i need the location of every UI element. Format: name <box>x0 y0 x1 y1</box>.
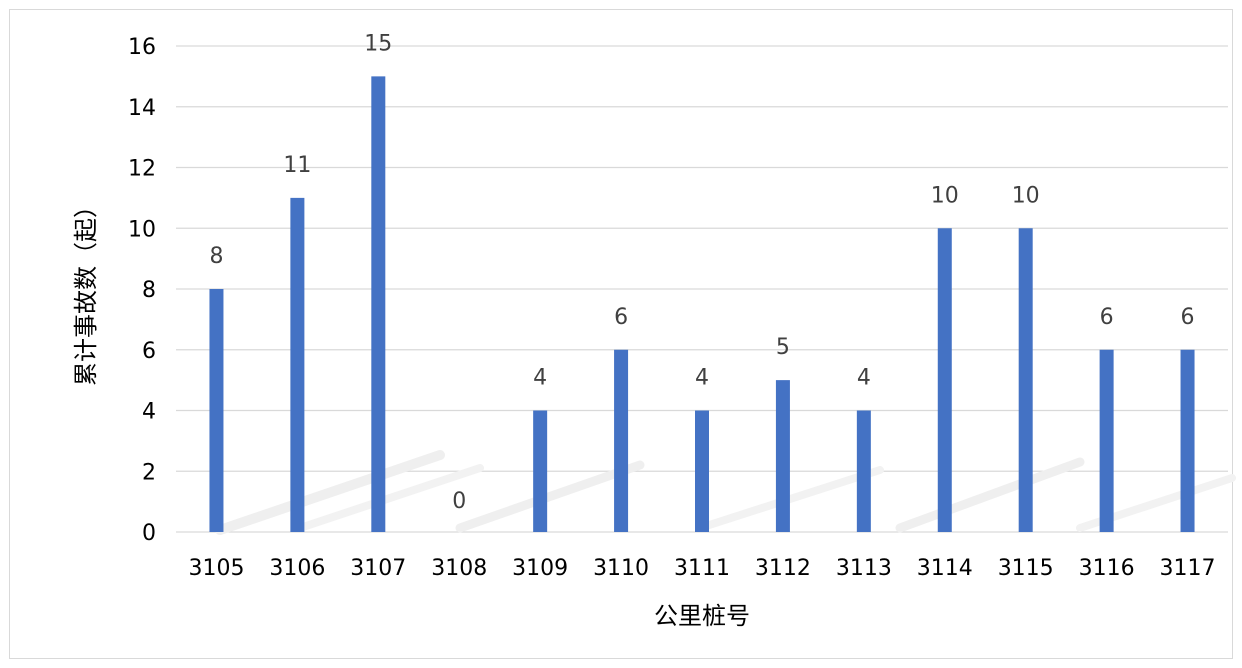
bar-3107 <box>371 76 386 532</box>
gridlines <box>176 45 1228 533</box>
y-tick-label: 10 <box>128 217 156 242</box>
y-tick-label: 6 <box>142 339 156 364</box>
data-label-3111: 4 <box>695 366 709 391</box>
x-tick-label: 3111 <box>674 556 730 581</box>
data-label-3109: 4 <box>533 366 547 391</box>
x-tick-label: 3114 <box>917 556 973 581</box>
x-tick-label: 3116 <box>1079 556 1135 581</box>
x-tick-label: 3109 <box>512 556 568 581</box>
data-label-3116: 6 <box>1100 305 1114 330</box>
data-label-3110: 6 <box>614 305 628 330</box>
bar-3111 <box>695 410 709 532</box>
data-label-3113: 4 <box>857 366 871 391</box>
bar-3115 <box>1018 228 1033 532</box>
y-tick-label: 8 <box>142 278 156 303</box>
data-label-3105: 8 <box>209 244 223 269</box>
x-tick-label: 3106 <box>269 556 325 581</box>
data-label-3112: 5 <box>776 335 790 360</box>
bar-3105 <box>209 289 224 532</box>
bar-3109 <box>533 410 548 532</box>
y-tick-label: 2 <box>142 460 156 485</box>
x-tick-label: 3110 <box>593 556 649 581</box>
x-tick-label: 3105 <box>188 556 244 581</box>
data-label-3117: 6 <box>1181 305 1195 330</box>
bar-3112 <box>775 380 790 532</box>
y-tick-label: 4 <box>142 400 156 425</box>
x-axis-title: 公里桩号 <box>654 602 750 630</box>
data-label-3108: 0 <box>452 489 466 514</box>
bars <box>209 76 1195 532</box>
data-label-3115: 10 <box>1012 183 1040 208</box>
y-tick-label: 14 <box>128 96 156 121</box>
y-tick-label: 12 <box>128 157 156 182</box>
bar-3113 <box>856 410 871 532</box>
bar-3114 <box>937 228 952 532</box>
x-tick-label: 3108 <box>431 556 487 581</box>
watermark <box>215 450 1236 535</box>
data-label-3114: 10 <box>931 183 959 208</box>
y-axis-title: 累计事故数（起） <box>72 194 100 386</box>
bar-3116 <box>1099 349 1114 532</box>
y-tick-label: 16 <box>128 35 156 60</box>
x-tick-label: 3107 <box>350 556 406 581</box>
x-tick-label: 3113 <box>836 556 892 581</box>
data-labels: 8 11 15 0 4 6 4 5 4 10 10 6 6 <box>209 31 1194 514</box>
x-tick-label: 3112 <box>755 556 811 581</box>
x-tick-label: 3117 <box>1160 556 1216 581</box>
y-tick-label: 0 <box>142 521 156 546</box>
data-label-3107: 15 <box>364 31 392 56</box>
bar-3117 <box>1180 349 1195 532</box>
x-tick-label: 3115 <box>998 556 1054 581</box>
y-axis-ticks: 0 2 4 6 8 10 12 14 16 <box>128 35 156 546</box>
x-axis-ticks: 3105 3106 3107 3108 3109 3110 3111 3112 3113 3114… <box>188 556 1215 581</box>
bar-3110 <box>614 349 629 532</box>
bar-3106 <box>290 197 305 532</box>
data-label-3106: 11 <box>283 153 311 178</box>
